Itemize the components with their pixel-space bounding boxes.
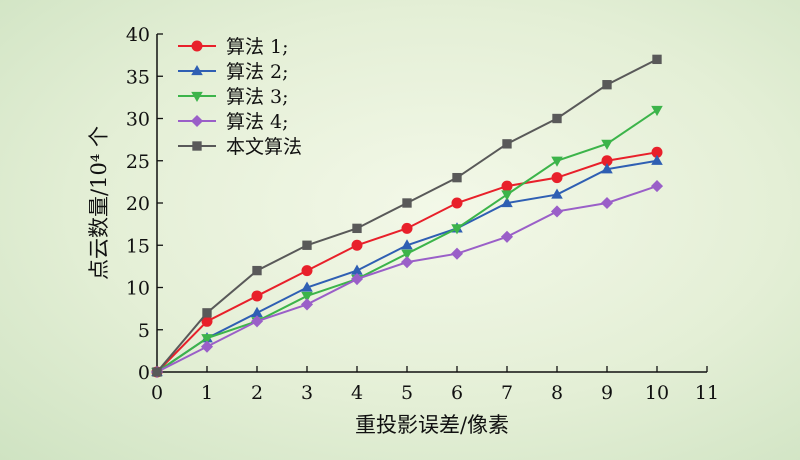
data-point — [251, 290, 263, 302]
legend-marker — [191, 64, 203, 76]
y-tick-label: 25 — [126, 151, 150, 173]
legend-marker — [191, 91, 203, 103]
series-layer — [150, 54, 664, 379]
legend-item: 算法 3; — [178, 86, 289, 108]
legend-marker — [190, 114, 204, 128]
x-tick-label: 4 — [351, 382, 363, 404]
series-5 — [152, 54, 662, 377]
y-tick-label: 40 — [126, 24, 150, 46]
data-point — [451, 197, 463, 209]
data-point — [500, 230, 514, 243]
data-point — [501, 190, 513, 201]
data-point — [652, 54, 662, 65]
y-tick-label: 0 — [138, 362, 150, 384]
x-tick-label: 6 — [451, 382, 463, 404]
data-point — [501, 196, 513, 208]
data-point — [601, 139, 613, 150]
legend-item: 算法 1; — [178, 36, 289, 58]
y-tick-label: 5 — [138, 320, 150, 342]
legend-marker — [191, 40, 203, 52]
data-point — [551, 156, 563, 167]
data-point — [202, 308, 212, 318]
y-tick-label: 20 — [126, 193, 150, 215]
data-point — [401, 249, 413, 260]
data-point — [650, 180, 664, 193]
legend-label: 算法 4; — [226, 111, 289, 133]
data-point — [351, 264, 363, 275]
x-tick-label: 0 — [151, 382, 163, 404]
y-tick-label: 15 — [126, 235, 150, 257]
data-point — [201, 334, 213, 345]
x-tick-label: 2 — [251, 382, 263, 404]
x-tick-label: 5 — [401, 382, 413, 404]
data-point — [601, 163, 613, 174]
data-point — [601, 155, 613, 167]
data-point — [651, 146, 663, 158]
data-point — [301, 291, 313, 302]
y-tick-label: 30 — [126, 109, 150, 131]
data-point — [551, 188, 563, 199]
x-axis-title: 重投影误差/像素 — [355, 413, 509, 437]
data-point — [401, 239, 413, 250]
series-4 — [150, 180, 664, 379]
data-point — [651, 154, 663, 165]
data-point — [200, 340, 214, 353]
x-tick-label: 1 — [201, 382, 213, 404]
x-tick-label: 3 — [301, 382, 313, 404]
series-2 — [151, 154, 663, 377]
data-point — [301, 281, 313, 292]
data-point — [651, 105, 663, 117]
legend-item: 算法 2; — [178, 61, 289, 83]
legend: 算法 1; 算法 2; 算法 3; 算法 4; 本文算法 — [178, 36, 302, 158]
data-point — [452, 172, 462, 183]
legend-label: 本文算法 — [226, 136, 302, 158]
x-tick-label: 11 — [695, 382, 719, 404]
data-point — [300, 298, 314, 311]
data-point — [550, 205, 564, 218]
data-point — [302, 240, 312, 250]
data-point — [350, 273, 364, 286]
series-line — [156, 185, 658, 373]
x-ticks: 0 1 2 3 4 5 6 7 8 9 10 11 — [151, 366, 719, 404]
data-point — [251, 306, 263, 317]
x-tick-label: 10 — [645, 382, 669, 404]
data-point — [602, 80, 612, 90]
y-axis-title: 点云数量/10⁴ 个 — [87, 126, 111, 280]
y-tick-label: 35 — [126, 66, 150, 88]
legend-item: 本文算法 — [178, 136, 302, 158]
y-ticks: 0 5 10 15 20 25 30 35 40 — [126, 24, 163, 384]
data-point — [450, 247, 464, 260]
data-point — [301, 265, 313, 277]
data-point — [250, 315, 264, 328]
data-point — [201, 315, 213, 327]
legend-item: 算法 4; — [178, 111, 289, 133]
data-point — [352, 223, 362, 234]
data-point — [502, 139, 512, 149]
data-point — [400, 256, 414, 269]
data-point — [152, 367, 162, 377]
data-point — [600, 196, 614, 210]
legend-label: 算法 1; — [226, 36, 289, 58]
legend-label: 算法 2; — [226, 61, 289, 83]
x-tick-label: 7 — [501, 382, 513, 404]
y-tick-label: 10 — [126, 278, 150, 300]
x-tick-label: 9 — [601, 382, 613, 404]
x-tick-label: 8 — [551, 382, 563, 404]
data-point — [451, 224, 463, 235]
data-point — [501, 180, 513, 192]
data-point — [551, 172, 563, 184]
data-point — [552, 113, 562, 124]
data-point — [351, 239, 363, 251]
legend-marker — [192, 141, 202, 151]
data-point — [252, 265, 262, 276]
data-point — [402, 198, 412, 208]
data-point — [401, 222, 413, 234]
legend-label: 算法 3; — [226, 86, 289, 108]
